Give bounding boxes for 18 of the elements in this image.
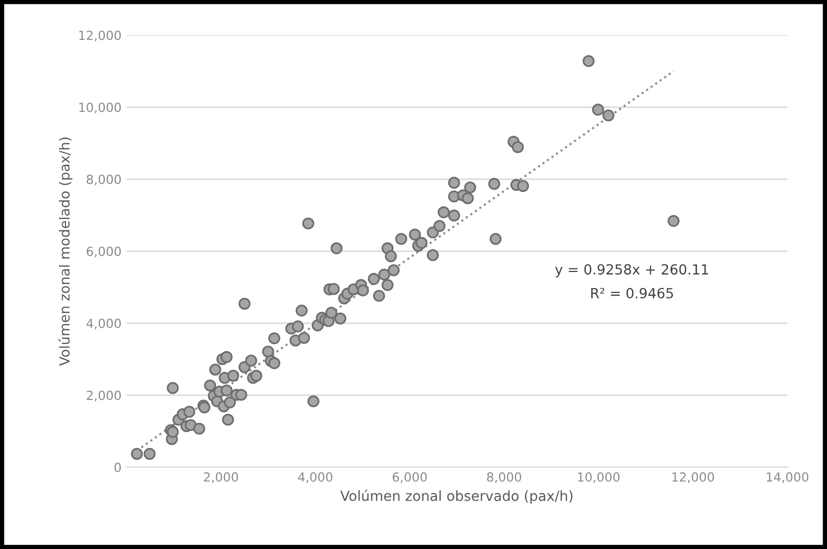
- x-tick-label: 8,000: [487, 472, 522, 484]
- y-tick-label: 10,000: [79, 102, 121, 114]
- y-tick-label: 6,000: [86, 246, 121, 258]
- x-tick-label: 6,000: [392, 472, 427, 484]
- x-tick-label: 4,000: [298, 472, 332, 484]
- y-tick-label: 2,000: [86, 390, 121, 402]
- y-tick-label: 0: [114, 462, 121, 472]
- y-axis-title: Volúmen zonal modelado (pax/h): [58, 138, 72, 366]
- y-tick-label: 12,000: [79, 30, 121, 42]
- x-tick-label: 14,000: [766, 472, 808, 484]
- x-tick-label: 2,000: [204, 472, 238, 484]
- y-tick-label: 4,000: [86, 318, 121, 330]
- annotation: y = 0.9258x + 260.11: [555, 264, 708, 278]
- y-tick-label: 8,000: [86, 174, 121, 186]
- x-tick-label: 10,000: [578, 472, 620, 484]
- annotation: R² = 0.9465: [591, 288, 673, 298]
- x-tick-label: 12,000: [672, 472, 714, 484]
- x-axis-title: Volúmen zonal observado (pax/h): [340, 490, 572, 504]
